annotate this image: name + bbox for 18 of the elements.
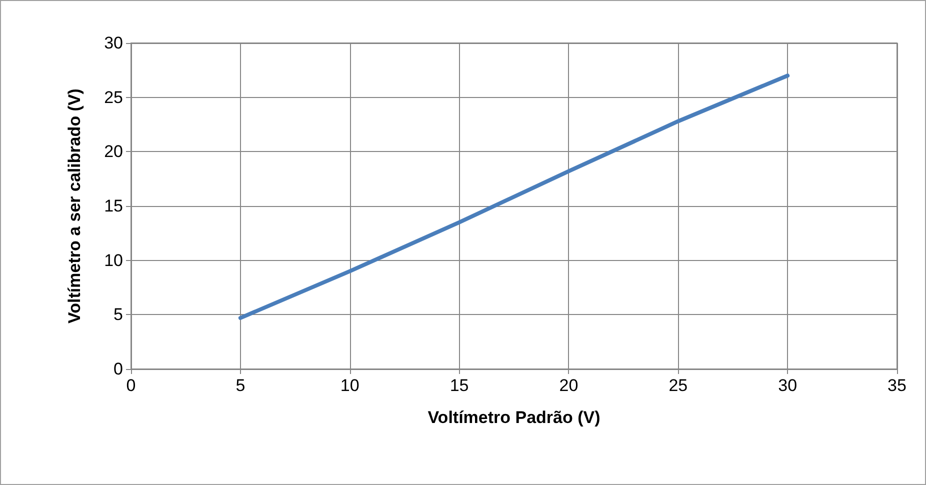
x-tick-label: 25 [668,376,688,395]
x-tick-label: 30 [778,376,798,395]
y-tick-label: 5 [114,305,123,324]
y-tick-label: 25 [104,88,123,107]
x-tick-label: 20 [559,376,578,395]
x-tick-label: 15 [450,376,469,395]
y-tick-label: 30 [104,34,123,52]
y-tick-label: 10 [104,250,123,270]
y-axis-title: Voltímetro a ser calibrado (V) [65,88,84,324]
x-axis-title: Voltímetro Padrão (V) [428,408,600,427]
y-tick-label: 15 [104,196,123,216]
x-tick-label: 10 [340,376,360,395]
y-tick-label: 0 [114,360,123,378]
line-series [238,74,790,320]
x-tick-label: 35 [888,376,906,395]
x-tick-label: 0 [126,376,136,395]
x-tick-label: 5 [236,376,246,395]
y-tick-label: 20 [104,142,123,162]
